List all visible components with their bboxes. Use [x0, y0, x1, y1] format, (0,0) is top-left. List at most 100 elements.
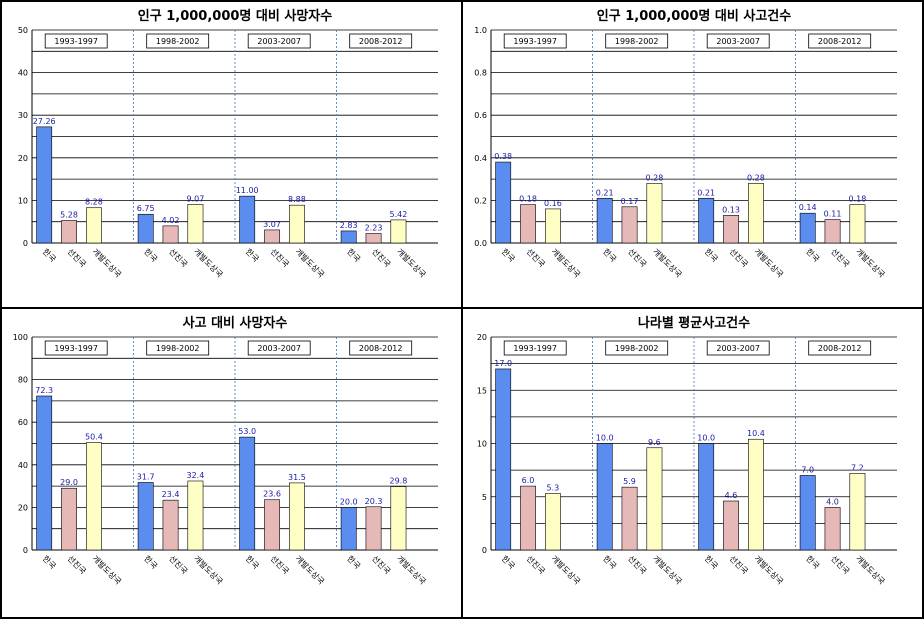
- data-label-korea: 31.7: [137, 472, 155, 481]
- category-label-korea: 한국: [500, 554, 517, 571]
- data-label-advanced: 3.07: [263, 220, 281, 229]
- data-label-advanced: 2.23: [365, 224, 383, 233]
- bar-developing: [86, 442, 102, 551]
- bar-korea: [698, 197, 715, 244]
- data-label-korea: 6.75: [137, 204, 155, 213]
- data-label-advanced: 4.0: [826, 497, 839, 506]
- bar-korea: [36, 395, 53, 551]
- category-label-korea: 한국: [345, 554, 362, 571]
- period-group-1998-2002: 1998-2002 31.7 한국 23.4 선진국 32.4 개발도상국: [133, 337, 225, 586]
- bar-developing: [545, 493, 561, 551]
- category-label-korea: 한국: [41, 554, 58, 571]
- y-tick-label: 0.6: [474, 111, 487, 120]
- period-group-2003-2007: 2003-2007 0.21 한국 0.13 선진국 0.28 개발도상국: [693, 30, 786, 279]
- period-label-box: [247, 33, 311, 49]
- period-group-2003-2007: 2003-2007 11.00 한국 3.07 선진국 8.88 개발도상국: [234, 30, 327, 279]
- chart-panel-accidents-per-million: 인구 1,000,000명 대비 사고건수 0.0 0.2 0.4 0.6 0.8 1.0 1…: [461, 0, 924, 309]
- period-label: 2003-2007: [716, 37, 760, 46]
- category-label-korea: 한국: [345, 247, 362, 264]
- y-tick-label: 1.0: [474, 26, 487, 35]
- period-label-box: [146, 33, 210, 49]
- bar-developing: [390, 486, 407, 551]
- category-label-advanced: 선진국: [66, 246, 89, 269]
- data-label-advanced: 23.6: [263, 490, 281, 499]
- period-label: 2003-2007: [716, 344, 760, 353]
- data-label-korea: 17.0: [494, 359, 512, 368]
- data-label-korea: 27.26: [33, 117, 56, 126]
- category-label-developing: 개발도상국: [192, 246, 225, 279]
- chart-panel-average-accidents: 나라별 평균사고건수 0 5 10 15 20 1993-1997 17.0 한국 6.0 선진국 5…: [461, 307, 924, 619]
- period-label: 2008-2012: [359, 344, 403, 353]
- bar-advanced: [264, 499, 280, 551]
- y-tick-label: 40: [18, 461, 28, 470]
- bar-korea: [340, 507, 357, 551]
- y-tick-label: 5: [482, 493, 487, 502]
- category-label-developing: 개발도상국: [294, 553, 327, 586]
- period-label: 2008-2012: [359, 37, 403, 46]
- data-label-korea: 0.14: [799, 203, 817, 212]
- bar-korea: [36, 126, 53, 244]
- category-label-developing: 개발도상국: [395, 246, 428, 279]
- data-label-advanced: 5.9: [623, 477, 636, 486]
- y-tick-label: 20: [18, 503, 28, 512]
- data-label-developing: 9.6: [648, 438, 661, 447]
- category-label-advanced: 선진국: [525, 553, 548, 576]
- period-group-2003-2007: 2003-2007 53.0 한국 23.6 선진국 31.5 개발도상국: [234, 337, 327, 586]
- bar-advanced: [162, 499, 179, 551]
- period-label: 2008-2012: [818, 37, 862, 46]
- chart-title: 나라별 평균사고건수: [638, 315, 750, 331]
- data-label-developing: 5.3: [547, 484, 560, 493]
- period-label: 1993-1997: [54, 37, 98, 46]
- y-axis-ticks: 0.0 0.2 0.4 0.6 0.8 1.0: [474, 26, 487, 248]
- bar-korea: [340, 230, 357, 244]
- y-tick-label: 15: [477, 386, 487, 395]
- period-group-1998-2002: 1998-2002 6.75 한국 4.02 선진국 9.07 개발도상국: [133, 30, 225, 279]
- bar-korea: [799, 475, 816, 551]
- data-label-developing: 32.4: [187, 471, 205, 480]
- period-label-box: [44, 340, 108, 356]
- data-label-advanced: 6.0: [522, 476, 535, 485]
- bar-advanced: [365, 506, 382, 551]
- period-label-box: [605, 340, 669, 356]
- period-label: 1993-1997: [513, 344, 557, 353]
- data-label-korea: 53.0: [238, 427, 256, 436]
- category-label-developing: 개발도상국: [854, 246, 887, 279]
- data-label-korea: 0.21: [697, 188, 715, 197]
- bar-developing: [748, 183, 764, 244]
- category-label-advanced: 선진국: [269, 246, 292, 269]
- data-label-korea: 72.3: [35, 386, 53, 395]
- data-label-advanced: 0.11: [824, 210, 842, 219]
- period-label: 1993-1997: [513, 37, 557, 46]
- chart-title: 인구 1,000,000명 대비 사고건수: [597, 8, 791, 24]
- bar-developing: [289, 482, 305, 551]
- category-label-korea: 한국: [500, 247, 517, 264]
- category-label-developing: 개발도상국: [395, 553, 428, 586]
- data-label-korea: 0.21: [596, 188, 614, 197]
- category-label-korea: 한국: [601, 554, 618, 571]
- data-label-advanced: 0.17: [621, 197, 639, 206]
- period-label-box: [349, 340, 413, 356]
- bar-developing: [849, 204, 866, 244]
- category-label-korea: 한국: [804, 247, 821, 264]
- period-label: 1998-2002: [615, 37, 659, 46]
- data-label-korea: 7.0: [801, 465, 814, 474]
- y-tick-label: 0.8: [474, 69, 487, 78]
- bar-korea: [239, 436, 256, 551]
- category-label-advanced: 선진국: [829, 246, 852, 269]
- y-tick-label: 0.4: [474, 154, 487, 163]
- period-label-box: [503, 340, 567, 356]
- data-label-developing: 5.42: [390, 210, 408, 219]
- data-label-advanced: 4.02: [162, 216, 180, 225]
- bar-developing: [849, 473, 866, 551]
- data-label-developing: 7.2: [851, 463, 864, 472]
- data-label-developing: 0.16: [544, 199, 562, 208]
- period-label-box: [247, 340, 311, 356]
- bar-advanced: [61, 487, 77, 551]
- data-label-korea: 20.0: [340, 497, 358, 506]
- category-label-advanced: 선진국: [167, 553, 190, 576]
- category-label-advanced: 선진국: [525, 246, 548, 269]
- bar-advanced: [824, 507, 841, 551]
- period-label-box: [44, 33, 108, 49]
- chart-svg-accidents-per-million: 인구 1,000,000명 대비 사고건수 0.0 0.2 0.4 0.6 0.8 1.0 1…: [474, 8, 897, 279]
